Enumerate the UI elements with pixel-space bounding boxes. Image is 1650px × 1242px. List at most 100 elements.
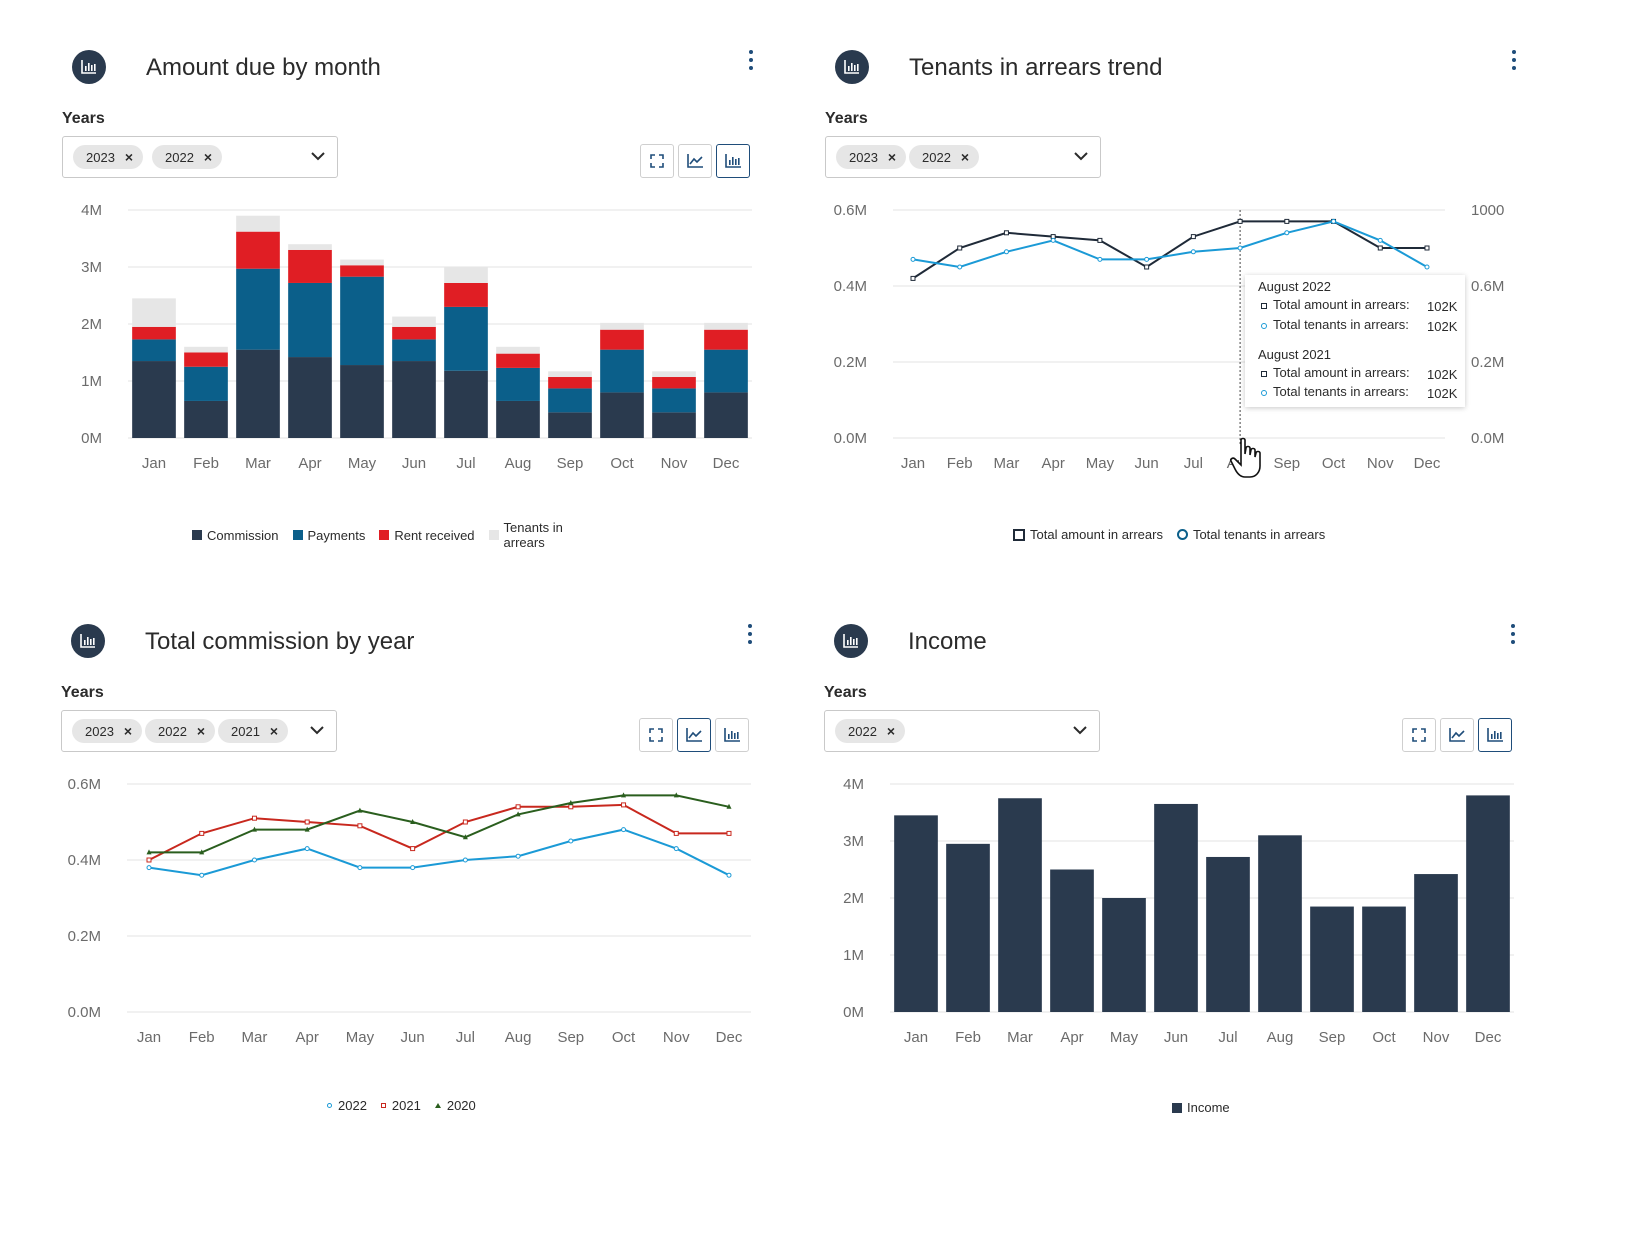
remove-chip-icon[interactable]: × bbox=[960, 149, 970, 165]
legend-label: 2022 bbox=[338, 1098, 367, 1113]
years-select[interactable]: 2022 × bbox=[824, 710, 1100, 752]
chart-legend: Commission Payments Rent received Tenant… bbox=[192, 520, 588, 550]
bar-segment bbox=[236, 268, 280, 350]
more-options-icon[interactable] bbox=[746, 48, 756, 72]
years-select[interactable]: 2023 × 2022 × bbox=[825, 136, 1101, 178]
bar-segment bbox=[652, 371, 696, 378]
legend-item[interactable]: Commission bbox=[192, 528, 279, 543]
data-point bbox=[251, 857, 257, 863]
x-tick-label: Mar bbox=[245, 455, 271, 472]
hand-cursor-icon bbox=[1230, 437, 1261, 478]
remove-chip-icon[interactable]: × bbox=[886, 723, 896, 739]
panel-commission: Total commission by year Years 2023 × 202… bbox=[55, 614, 855, 1214]
bar-segment bbox=[340, 265, 384, 277]
data-point bbox=[515, 804, 521, 810]
bar-segment bbox=[704, 322, 748, 330]
x-tick-label: Jul bbox=[1218, 1029, 1237, 1046]
years-select[interactable]: 2023 × 2022 × 2021 × bbox=[61, 710, 337, 752]
remove-chip-icon[interactable]: × bbox=[196, 723, 206, 739]
y-tick-label: 0.2M bbox=[834, 354, 867, 371]
remove-chip-icon[interactable]: × bbox=[124, 149, 134, 165]
x-tick-label: Jul bbox=[1184, 455, 1203, 472]
legend-item[interactable]: Payments bbox=[292, 528, 365, 543]
commission-chart: 0.0M 0.2M 0.4M 0.6M Jan Feb Mar Apr May Jun Jul Aug… bbox=[68, 776, 751, 1046]
bar-segment bbox=[392, 361, 436, 438]
data-point bbox=[1003, 230, 1009, 236]
line-chart-button[interactable] bbox=[677, 718, 711, 752]
bar-segment bbox=[288, 282, 332, 358]
chevron-down-icon[interactable] bbox=[311, 151, 325, 161]
y-tick-label: 0.0M bbox=[834, 430, 867, 447]
legend-item[interactable]: Total amount in arrears bbox=[1013, 527, 1163, 542]
legend-item[interactable]: 2021 bbox=[380, 1098, 421, 1113]
bar-segment bbox=[496, 346, 540, 354]
y-tick-label: 0.6M bbox=[834, 202, 867, 219]
bar bbox=[1258, 835, 1302, 1012]
y-tick-label: 3M bbox=[843, 833, 864, 850]
bar-segment bbox=[340, 365, 384, 438]
bar bbox=[894, 815, 938, 1012]
data-point bbox=[910, 275, 916, 281]
bar-segment bbox=[236, 215, 280, 232]
fullscreen-button[interactable] bbox=[1402, 718, 1436, 752]
chart-title: Total commission by year bbox=[145, 628, 415, 655]
year-chip-label: 2023 bbox=[86, 149, 115, 165]
data-point bbox=[568, 838, 574, 844]
legend-item[interactable]: Tenants in arrears bbox=[488, 520, 574, 550]
more-options-icon[interactable] bbox=[1508, 622, 1518, 646]
data-point bbox=[1190, 249, 1196, 255]
bar-segment bbox=[600, 392, 644, 438]
chevron-down-icon[interactable] bbox=[1074, 151, 1088, 161]
bar-chart-button[interactable] bbox=[1478, 718, 1512, 752]
data-point bbox=[357, 865, 363, 871]
line-chart-button[interactable] bbox=[1440, 718, 1474, 752]
x-tick-label: Sep bbox=[1273, 455, 1300, 472]
years-label: Years bbox=[61, 684, 104, 701]
x-tick-label: Nov bbox=[661, 455, 688, 472]
fullscreen-button[interactable] bbox=[639, 718, 673, 752]
bar-segment bbox=[288, 357, 332, 438]
remove-chip-icon[interactable]: × bbox=[269, 723, 279, 739]
bar-chart-button[interactable] bbox=[716, 144, 750, 178]
data-point bbox=[1050, 237, 1056, 243]
x-tick-label: Feb bbox=[947, 455, 973, 472]
bar-segment bbox=[184, 346, 228, 353]
x-tick-label: Mar bbox=[242, 1029, 268, 1046]
bar bbox=[1466, 795, 1510, 1012]
fullscreen-button[interactable] bbox=[640, 144, 674, 178]
data-point bbox=[1144, 256, 1150, 262]
more-options-icon[interactable] bbox=[745, 622, 755, 646]
year-chip-label: 2022 bbox=[158, 723, 187, 739]
tooltip-row: Total amount in arrears: bbox=[1261, 297, 1410, 312]
legend-item[interactable]: Rent received bbox=[379, 528, 475, 543]
years-select[interactable]: 2023 × 2022 × bbox=[62, 136, 338, 178]
legend-item[interactable]: 2022 bbox=[327, 1098, 367, 1113]
years-label: Years bbox=[62, 110, 105, 127]
x-tick-label: May bbox=[1086, 455, 1115, 472]
legend-item[interactable]: Total tenants in arrears bbox=[1176, 527, 1325, 542]
data-point bbox=[410, 865, 416, 871]
x-tick-label: Jan bbox=[142, 455, 166, 472]
tooltip-series-name: Total tenants in arrears: bbox=[1273, 317, 1409, 332]
remove-chip-icon[interactable]: × bbox=[887, 149, 897, 165]
bar-segment bbox=[184, 352, 228, 367]
year-chip: 2022 × bbox=[152, 145, 223, 169]
year-chip-label: 2022 bbox=[922, 149, 951, 165]
chevron-down-icon[interactable] bbox=[1073, 725, 1087, 735]
bar bbox=[1154, 803, 1198, 1012]
bar-segment bbox=[704, 329, 748, 350]
remove-chip-icon[interactable]: × bbox=[123, 723, 133, 739]
bar-chart-button[interactable] bbox=[715, 718, 749, 752]
more-options-icon[interactable] bbox=[1509, 48, 1519, 72]
remove-chip-icon[interactable]: × bbox=[203, 149, 213, 165]
x-tick-label: Apr bbox=[1060, 1029, 1083, 1046]
bar-segment bbox=[548, 388, 592, 413]
legend-item[interactable]: Income bbox=[1172, 1100, 1230, 1115]
x-tick-label: Nov bbox=[663, 1029, 690, 1046]
year-chip-label: 2022 bbox=[165, 149, 194, 165]
bar-segment bbox=[600, 329, 644, 350]
chevron-down-icon[interactable] bbox=[310, 725, 324, 735]
income-chart: 0M 1M 2M 3M 4M Jan Feb Mar Apr May Jun Jul Aug Sep Oct… bbox=[843, 776, 1514, 1046]
line-chart-button[interactable] bbox=[678, 144, 712, 178]
legend-item[interactable]: 2020 bbox=[434, 1098, 476, 1113]
